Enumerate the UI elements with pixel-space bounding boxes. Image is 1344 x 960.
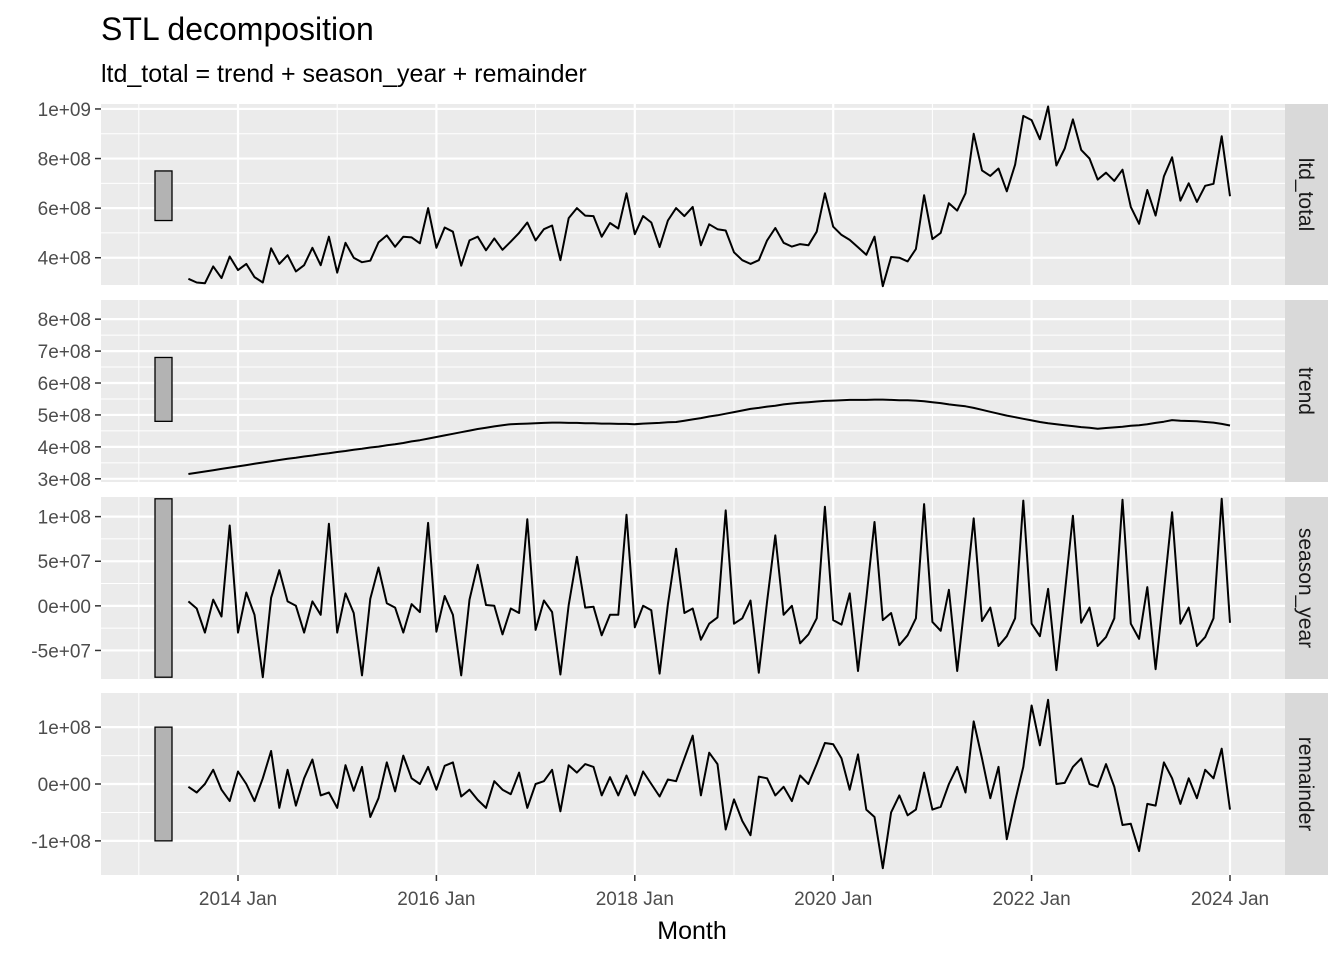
y-tick-label: 1e+09	[38, 100, 91, 121]
facet-panels: 4e+08 6e+08 8e+08 1e+09 ltd_total 3e+08 4e+08 5…	[31, 100, 1328, 875]
chart-title: STL decomposition	[101, 11, 374, 47]
x-axis-title: Month	[657, 917, 726, 945]
y-tick-label: 7e+08	[38, 342, 91, 363]
facet-strip-label: trend	[1294, 367, 1317, 415]
y-tick-label: 6e+08	[38, 199, 91, 220]
x-tick-label: 2024 Jan	[1191, 889, 1269, 910]
x-tick-label: 2020 Jan	[794, 889, 872, 910]
scale-bar	[154, 726, 173, 842]
y-tick-label: 1e+08	[38, 508, 91, 529]
series-line-remainder	[187, 698, 1231, 870]
facet-ltd_total: 4e+08 6e+08 8e+08 1e+09 ltd_total	[38, 100, 1328, 288]
facet-strip	[1285, 104, 1328, 285]
panel-background	[101, 497, 1285, 679]
y-tick-label: 6e+08	[38, 374, 91, 395]
facet-trend: 3e+08 4e+08 5e+08 6e+08 7e+08 8e+08 trend	[38, 300, 1328, 491]
scale-bar	[154, 498, 173, 678]
x-tick-label: 2016 Jan	[397, 889, 475, 910]
y-tick-label: 5e+07	[38, 552, 91, 573]
panel-background	[101, 300, 1285, 482]
scale-bar	[154, 356, 173, 422]
facet-strip-label: remainder	[1294, 737, 1317, 832]
chart-subtitle: ltd_total = trend + season_year + remain…	[101, 60, 587, 88]
facet-strip-label: season_year	[1294, 528, 1317, 648]
facet-strip	[1285, 300, 1328, 482]
facet-remainder: -1e+08 0e+00 1e+08 remainder	[31, 693, 1328, 875]
facet-season_year: -5e+07 0e+00 5e+07 1e+08 season_year	[31, 497, 1328, 679]
y-tick-label: -1e+08	[31, 832, 91, 853]
y-tick-label: 4e+08	[38, 438, 91, 459]
y-tick-label: 3e+08	[38, 470, 91, 491]
series-line-ltd_total	[187, 105, 1231, 288]
facet-strip-label: ltd_total	[1294, 158, 1317, 232]
x-axis: 2014 Jan 2016 Jan 2018 Jan 2020 Jan 2022 Jan…	[199, 875, 1269, 910]
y-tick-label: 8e+08	[38, 310, 91, 331]
series-line-trend	[188, 398, 1231, 475]
y-tick-label: 4e+08	[38, 249, 91, 270]
y-tick-label: 0e+00	[38, 775, 91, 796]
y-tick-label: 8e+08	[38, 150, 91, 171]
x-tick-label: 2014 Jan	[199, 889, 277, 910]
scale-bar	[154, 170, 173, 222]
series-line-season_year	[187, 497, 1231, 679]
facet-strip	[1285, 497, 1328, 679]
y-tick-label: 0e+00	[38, 597, 91, 618]
y-tick-label: -5e+07	[31, 641, 91, 662]
y-tick-label: 5e+08	[38, 406, 91, 427]
y-tick-label: 1e+08	[38, 718, 91, 739]
x-tick-label: 2018 Jan	[596, 889, 674, 910]
facet-strip	[1285, 693, 1328, 875]
x-tick-label: 2022 Jan	[993, 889, 1071, 910]
